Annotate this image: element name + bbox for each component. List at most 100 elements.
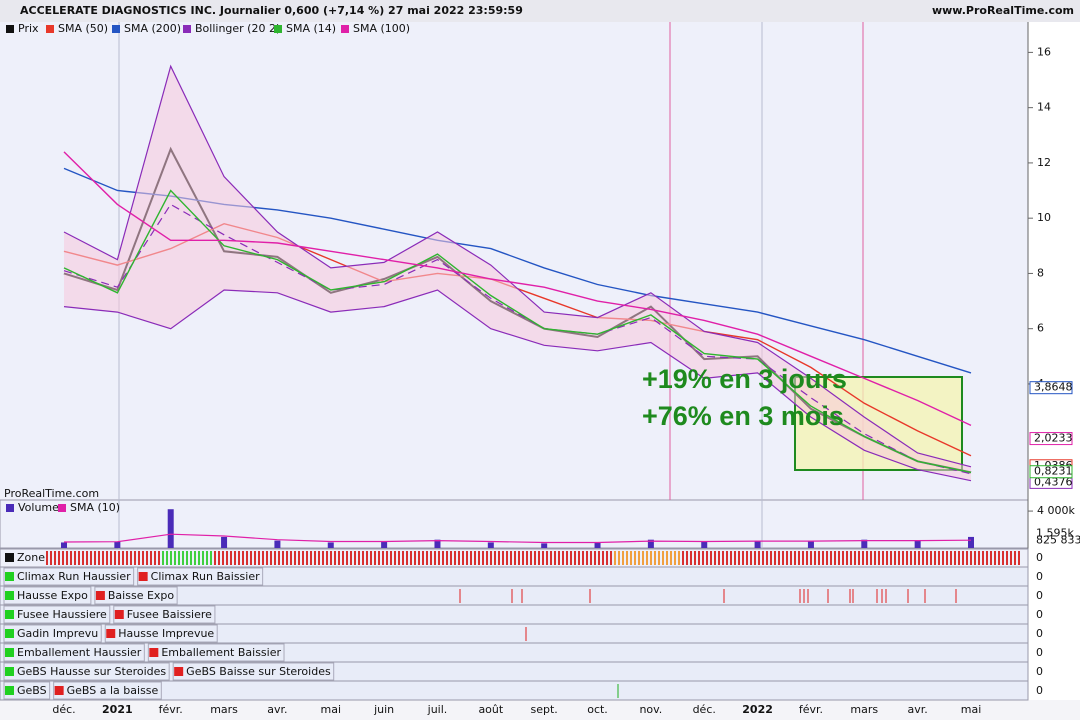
- zone-stripe: [410, 551, 412, 565]
- zone-stripe: [130, 551, 132, 565]
- zone-stripe: [930, 551, 932, 565]
- site: www.ProRealTime.com: [932, 4, 1074, 17]
- legend-chip: [106, 629, 116, 638]
- zone-stripe: [970, 551, 972, 565]
- zone-stripe: [86, 551, 88, 565]
- zone-stripe: [966, 551, 968, 565]
- zone-stripe: [882, 551, 884, 565]
- zone-stripe: [46, 551, 48, 565]
- legend-chip: [6, 25, 14, 33]
- zone-stripe: [846, 551, 848, 565]
- legend-chip: [341, 25, 349, 33]
- label-box: [3, 605, 111, 624]
- indicator-label: GeBS: [17, 684, 47, 697]
- indicator-level: 0: [1036, 665, 1043, 678]
- legend-label: SMA (14): [286, 22, 336, 35]
- indicator-label: GeBS Baisse sur Steroides: [186, 665, 331, 678]
- zone-stripe: [654, 551, 656, 565]
- zone-stripe: [754, 551, 756, 565]
- indicator-label: Gadin Imprevu: [17, 627, 98, 640]
- volume-sma: [63, 533, 972, 544]
- zone-stripe: [306, 551, 308, 565]
- legend-chip: [138, 572, 148, 581]
- zone-stripe: [210, 551, 212, 565]
- zone-stripe: [350, 551, 352, 565]
- legend-chip: [5, 572, 14, 581]
- zone-stripe: [314, 551, 316, 565]
- zone-stripe: [834, 551, 836, 565]
- annotation: +76% en 3 mois: [642, 401, 844, 431]
- zone-stripe: [558, 551, 560, 565]
- zone-stripe: [466, 551, 468, 565]
- zone-stripe: [230, 551, 232, 565]
- last-tag: [1029, 381, 1073, 395]
- zone-stripe: [910, 551, 912, 565]
- zone-stripe: [570, 551, 572, 565]
- x-tick-label: févr.: [799, 703, 823, 716]
- legend-chip: [174, 667, 184, 676]
- zone-stripe: [874, 551, 876, 565]
- zone-stripe: [470, 551, 472, 565]
- legend-chip: [5, 648, 14, 657]
- x-tick-label: 2021: [102, 703, 133, 716]
- zone-stripe: [806, 551, 808, 565]
- zone-stripe: [958, 551, 960, 565]
- zone-stripe: [614, 551, 616, 565]
- volume-bar: [701, 541, 708, 548]
- zone-stripe: [238, 551, 240, 565]
- zone-stripe: [322, 551, 324, 565]
- zone-stripe: [126, 551, 128, 565]
- label-box: [53, 681, 162, 700]
- zone-stripe: [98, 551, 100, 565]
- zone-stripe: [646, 551, 648, 565]
- zone-stripe: [370, 551, 372, 565]
- zone-stripe: [554, 551, 556, 565]
- label-box: [137, 567, 264, 586]
- zone-stripe: [934, 551, 936, 565]
- y-tick-label: 10: [1037, 211, 1051, 224]
- zone-stripe: [338, 551, 340, 565]
- label-box: [3, 586, 92, 605]
- last-tag-label: 3,8648: [1034, 381, 1073, 394]
- volume-bar: [61, 542, 67, 548]
- band-upper: [63, 64, 972, 468]
- label-box: [147, 643, 285, 662]
- zone-stripe: [310, 551, 312, 565]
- legend-chip: [46, 25, 54, 33]
- zone-stripe: [250, 551, 252, 565]
- label-box: [104, 624, 218, 643]
- zone-stripe: [854, 551, 856, 565]
- zone-stripe: [742, 551, 744, 565]
- watermark: ProRealTime.com: [4, 487, 99, 500]
- zone-stripe: [914, 551, 916, 565]
- legend-chip: [5, 610, 14, 619]
- zone-stripe: [622, 551, 624, 565]
- indicator-label: Hausse Imprevue: [118, 627, 214, 640]
- zone-stripe: [226, 551, 228, 565]
- zone-stripe: [206, 551, 208, 565]
- zone-stripe: [850, 551, 852, 565]
- label-box: [94, 586, 178, 605]
- zone-stripe: [278, 551, 280, 565]
- zone-stripe: [634, 551, 636, 565]
- zone-stripe: [670, 551, 672, 565]
- volume-bar: [754, 540, 761, 548]
- zone-stripe: [974, 551, 976, 565]
- indicator-label: GeBS Hausse sur Steroides: [17, 665, 166, 678]
- zone-stripe: [702, 551, 704, 565]
- zone-stripe: [542, 551, 544, 565]
- x-tick-label: mars: [210, 703, 238, 716]
- zone-stripe: [586, 551, 588, 565]
- volume-bar: [221, 536, 228, 548]
- zone-stripe: [578, 551, 580, 565]
- volume-bar: [167, 509, 174, 548]
- zone-stripe: [510, 551, 512, 565]
- zone-stripe: [550, 551, 552, 565]
- indicator-label: Hausse Expo: [17, 589, 88, 602]
- legend-chip: [95, 591, 105, 600]
- legend-label: SMA (200): [124, 22, 181, 35]
- legend-chip: [5, 629, 14, 638]
- x-tick-label: 2022: [742, 703, 773, 716]
- zone-stripe: [1014, 551, 1016, 565]
